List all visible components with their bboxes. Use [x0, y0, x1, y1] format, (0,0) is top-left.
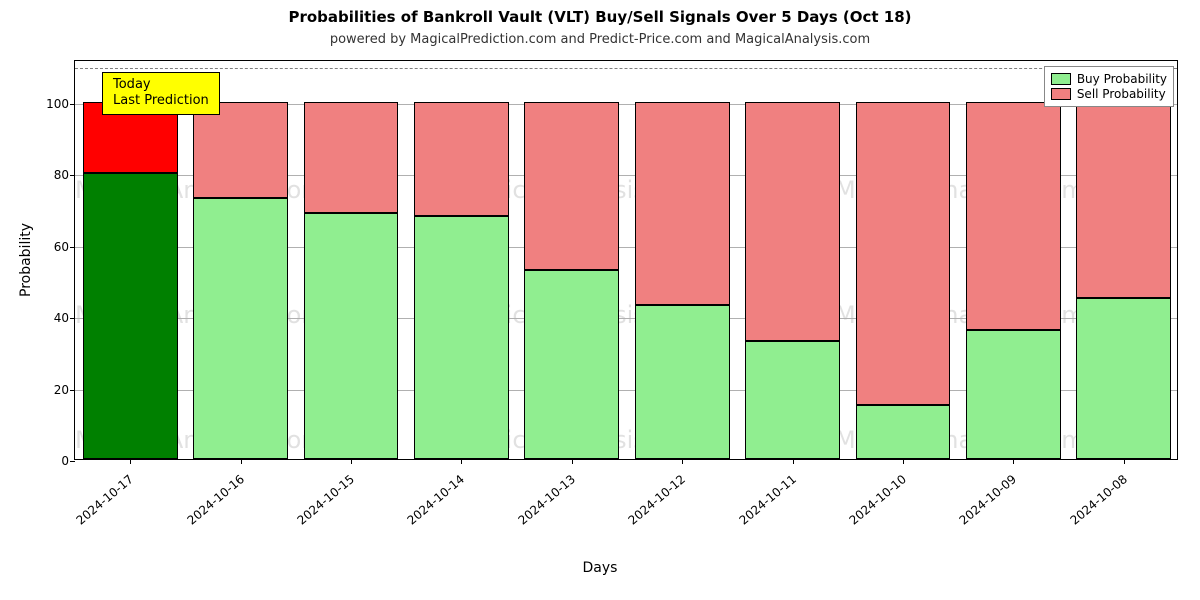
ytick-label: 40 — [54, 311, 75, 325]
xtick-label: 2024-10-13 — [515, 472, 577, 528]
xtick-mark — [793, 459, 794, 464]
xtick-label: 2024-10-15 — [295, 472, 357, 528]
chart-title: Probabilities of Bankroll Vault (VLT) Bu… — [0, 8, 1200, 26]
buy-bar — [524, 270, 619, 459]
legend-label: Sell Probability — [1077, 87, 1166, 101]
xtick-mark — [351, 459, 352, 464]
buy-bar — [414, 216, 509, 459]
xtick-mark — [461, 459, 462, 464]
bar-group — [304, 59, 399, 459]
bar-group — [635, 59, 730, 459]
xtick-mark — [572, 459, 573, 464]
sell-bar — [966, 102, 1061, 331]
bar-group — [193, 59, 288, 459]
y-axis-label: Probability — [18, 223, 34, 297]
xtick-label: 2024-10-16 — [184, 472, 246, 528]
today-annotation: Today Last Prediction — [102, 72, 220, 115]
annotation-line2: Last Prediction — [113, 93, 209, 109]
xtick-mark — [130, 459, 131, 464]
sell-bar — [414, 102, 509, 216]
xtick-label: 2024-10-10 — [847, 472, 909, 528]
buy-bar — [304, 213, 399, 459]
xtick-mark — [1013, 459, 1014, 464]
xtick-label: 2024-10-17 — [74, 472, 136, 528]
sell-bar — [304, 102, 399, 213]
bar-group — [83, 59, 178, 459]
ytick-label: 0 — [61, 454, 75, 468]
legend: Buy ProbabilitySell Probability — [1044, 66, 1174, 107]
xtick-label: 2024-10-08 — [1067, 472, 1129, 528]
ytick-label: 20 — [54, 383, 75, 397]
xtick-mark — [682, 459, 683, 464]
legend-item: Buy Probability — [1051, 72, 1167, 86]
bar-group — [414, 59, 509, 459]
buy-bar — [193, 198, 288, 459]
bar-group — [856, 59, 951, 459]
legend-swatch — [1051, 73, 1071, 85]
bar-group — [1076, 59, 1171, 459]
bar-group — [966, 59, 1061, 459]
xtick-label: 2024-10-09 — [957, 472, 1019, 528]
ytick-label: 80 — [54, 168, 75, 182]
xtick-mark — [1124, 459, 1125, 464]
xtick-mark — [241, 459, 242, 464]
sell-bar — [524, 102, 619, 270]
sell-bar — [635, 102, 730, 306]
buy-bar — [745, 341, 840, 459]
plot-area: MagicalAnalysis.comMagicalAnalysis.comMa… — [74, 60, 1178, 460]
ytick-label: 100 — [46, 97, 75, 111]
bar-group — [524, 59, 619, 459]
legend-swatch — [1051, 88, 1071, 100]
xtick-label: 2024-10-14 — [405, 472, 467, 528]
reference-line-dashed — [75, 68, 1177, 69]
ytick-label: 60 — [54, 240, 75, 254]
sell-bar — [193, 102, 288, 198]
sell-bar — [745, 102, 840, 341]
chart-subtitle: powered by MagicalPrediction.com and Pre… — [0, 32, 1200, 47]
sell-bar — [1076, 102, 1171, 298]
buy-bar — [856, 405, 951, 459]
annotation-line1: Today — [113, 77, 209, 93]
sell-bar — [856, 102, 951, 406]
buy-bar — [1076, 298, 1171, 459]
legend-item: Sell Probability — [1051, 87, 1167, 101]
buy-bar — [83, 173, 178, 459]
buy-bar — [966, 330, 1061, 459]
legend-label: Buy Probability — [1077, 72, 1167, 86]
x-axis-label: Days — [0, 560, 1200, 576]
xtick-label: 2024-10-12 — [626, 472, 688, 528]
xtick-label: 2024-10-11 — [736, 472, 798, 528]
buy-bar — [635, 305, 730, 459]
xtick-mark — [903, 459, 904, 464]
bar-group — [745, 59, 840, 459]
